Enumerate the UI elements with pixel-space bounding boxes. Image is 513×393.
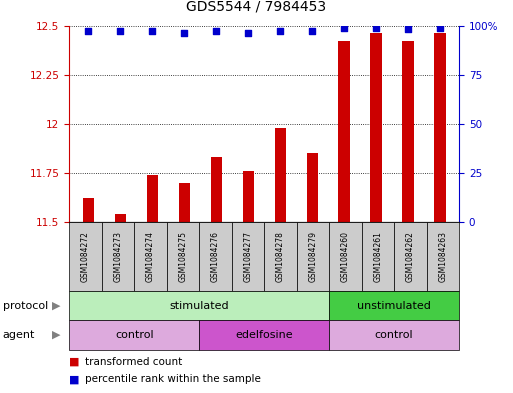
- Text: GDS5544 / 7984453: GDS5544 / 7984453: [186, 0, 327, 14]
- Text: stimulated: stimulated: [169, 301, 229, 310]
- Text: percentile rank within the sample: percentile rank within the sample: [85, 374, 261, 384]
- Text: GSM1084277: GSM1084277: [244, 231, 252, 282]
- Bar: [402, 41, 413, 222]
- Text: edelfosine: edelfosine: [235, 330, 293, 340]
- Text: transformed count: transformed count: [85, 356, 182, 367]
- Point: [180, 30, 188, 37]
- Text: ■: ■: [69, 356, 80, 367]
- Bar: [307, 153, 318, 222]
- Bar: [339, 41, 350, 222]
- Text: GSM1084274: GSM1084274: [146, 231, 155, 282]
- Text: ▶: ▶: [52, 301, 61, 310]
- Point: [276, 28, 284, 35]
- Bar: [147, 175, 158, 222]
- Bar: [179, 183, 190, 222]
- Text: GSM1084273: GSM1084273: [113, 231, 123, 282]
- Text: GSM1084272: GSM1084272: [81, 231, 90, 282]
- Point: [84, 28, 92, 35]
- Text: GSM1084261: GSM1084261: [373, 231, 382, 282]
- Text: GSM1084279: GSM1084279: [308, 231, 318, 282]
- Text: control: control: [115, 330, 153, 340]
- Point: [308, 28, 316, 35]
- Text: ▶: ▶: [52, 330, 61, 340]
- Bar: [435, 33, 446, 222]
- Text: GSM1084260: GSM1084260: [341, 231, 350, 282]
- Bar: [274, 128, 286, 222]
- Bar: [243, 171, 254, 222]
- Point: [148, 28, 156, 35]
- Point: [436, 24, 444, 31]
- Text: unstimulated: unstimulated: [357, 301, 431, 310]
- Text: protocol: protocol: [3, 301, 48, 310]
- Bar: [83, 198, 94, 222]
- Text: GSM1084275: GSM1084275: [179, 231, 187, 282]
- Text: GSM1084263: GSM1084263: [439, 231, 447, 282]
- Point: [244, 30, 252, 37]
- Point: [372, 24, 380, 31]
- Point: [404, 26, 412, 33]
- Text: control: control: [375, 330, 413, 340]
- Text: GSM1084276: GSM1084276: [211, 231, 220, 282]
- Text: ■: ■: [69, 374, 80, 384]
- Point: [340, 24, 348, 31]
- Point: [116, 28, 125, 35]
- Point: [212, 28, 221, 35]
- Bar: [211, 157, 222, 222]
- Text: GSM1084278: GSM1084278: [276, 231, 285, 282]
- Bar: [370, 33, 382, 222]
- Bar: [115, 214, 126, 222]
- Text: agent: agent: [3, 330, 35, 340]
- Text: GSM1084262: GSM1084262: [406, 231, 415, 282]
